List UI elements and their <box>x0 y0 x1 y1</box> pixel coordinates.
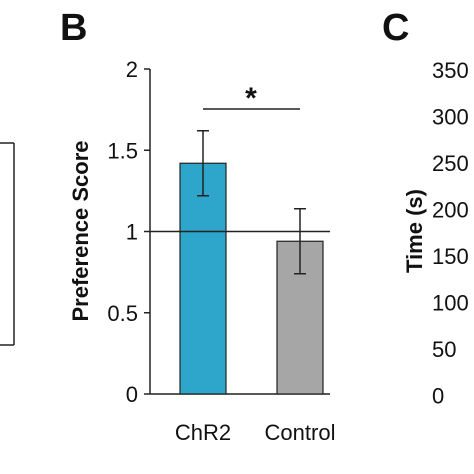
error-bars <box>197 130 306 275</box>
panel-b-letter: B <box>60 7 87 49</box>
category-label-control: Control <box>265 420 336 445</box>
c-y-tick-label: 250 <box>432 151 469 176</box>
c-y-tick-label: 350 <box>432 58 469 83</box>
bar-chr2 <box>179 162 227 395</box>
c-y-tick-label: 50 <box>432 337 456 362</box>
y-axis-label: Preference Score <box>68 141 93 322</box>
c-y-tick-label: 150 <box>432 244 469 269</box>
bars <box>179 162 324 395</box>
y-ticks: 0 0.5 1 1.5 2 <box>107 57 150 407</box>
c-y-ticks: 350 300 250 200 150 100 50 0 <box>432 58 469 409</box>
c-y-tick-label: 200 <box>432 198 469 223</box>
y-tick-label: 1 <box>126 220 138 245</box>
category-labels: ChR2 Control <box>175 420 336 445</box>
y-tick-label: 2 <box>126 57 138 82</box>
c-y-tick-label: 300 <box>432 105 469 130</box>
c-y-tick-label: 100 <box>432 291 469 316</box>
chart-b: Preference Score 0 0.5 1 1.5 2 ChR2 Control * <box>68 57 335 445</box>
y-tick-label: 0.5 <box>107 301 138 326</box>
panel-c-letter: C <box>382 7 409 49</box>
c-y-tick-label: 0 <box>432 384 444 409</box>
panel-a-fragment <box>0 142 15 346</box>
y-tick-label: 0 <box>126 382 138 407</box>
significance-star: * <box>245 82 257 115</box>
category-label-chr2: ChR2 <box>175 420 231 445</box>
y-tick-label: 1.5 <box>107 138 138 163</box>
chart-c-fragment: Time (s) 350 300 250 200 150 100 50 0 <box>402 58 469 409</box>
c-y-axis-label: Time (s) <box>402 189 427 273</box>
